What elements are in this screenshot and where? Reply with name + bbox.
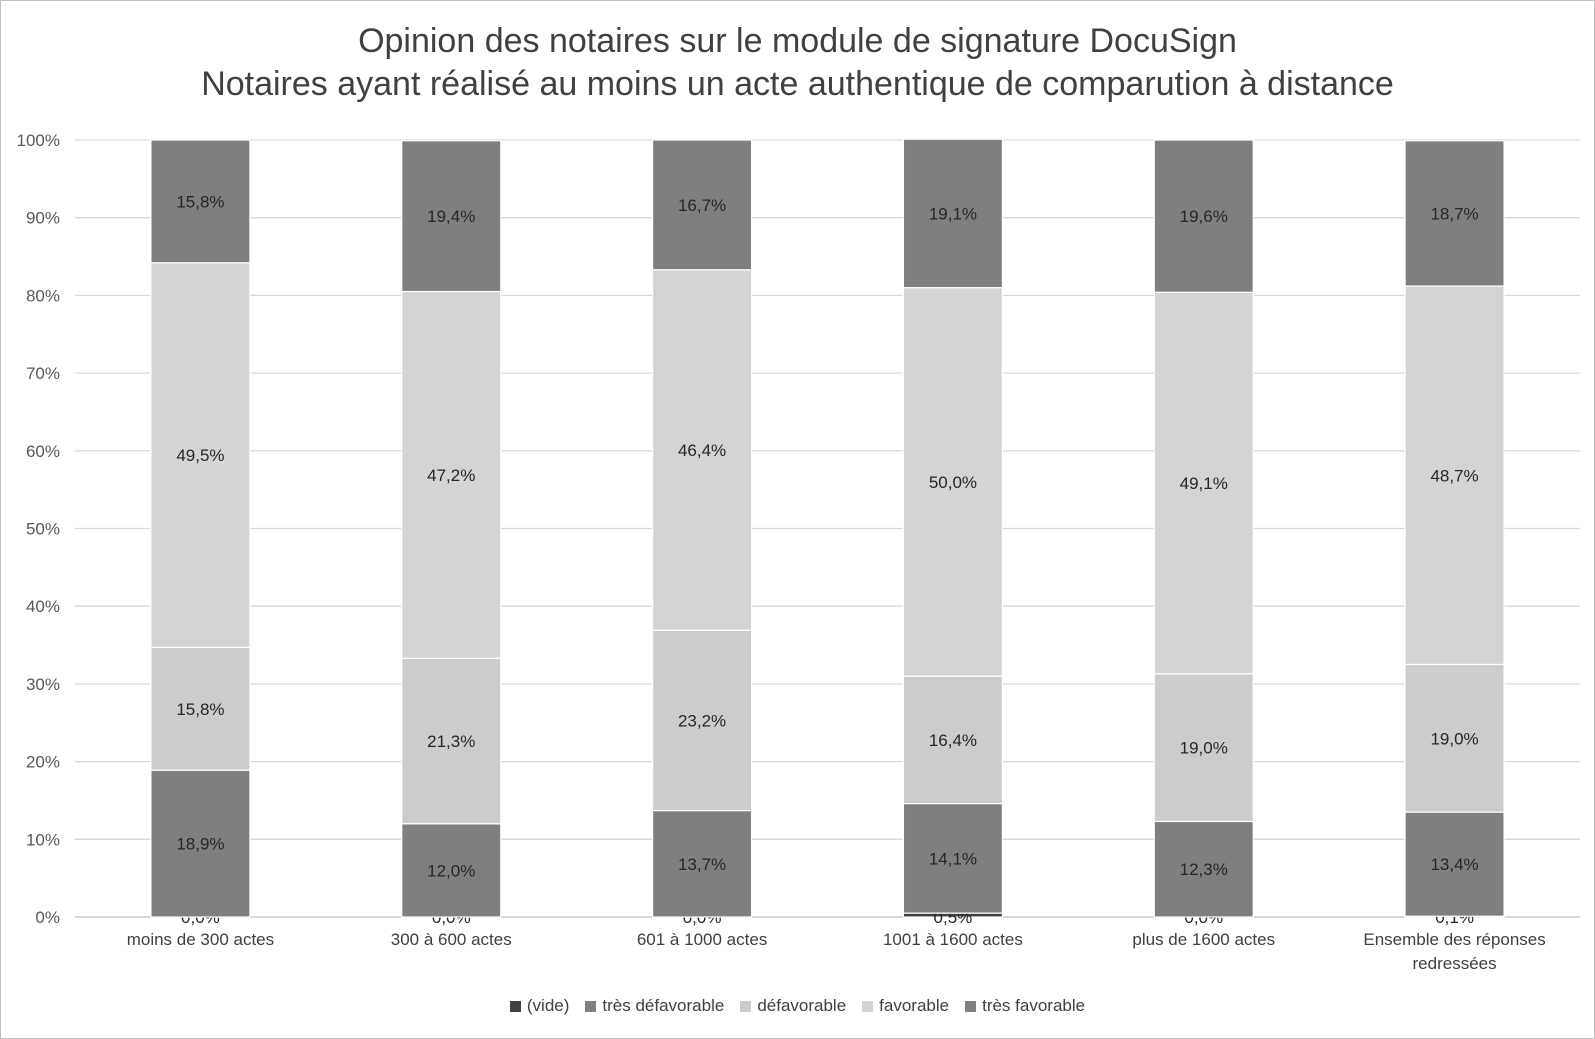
y-tick-label: 60% — [26, 442, 60, 461]
y-tick-label: 30% — [26, 675, 60, 694]
data-label: 19,4% — [427, 207, 475, 226]
x-category-label: 300 à 600 actes — [391, 930, 512, 949]
bar-segment — [651, 139, 753, 271]
bar-segment — [1404, 140, 1505, 287]
data-label: 13,4% — [1430, 855, 1478, 874]
y-tick-label: 70% — [26, 364, 60, 383]
legend-item: favorable — [862, 996, 949, 1016]
x-category-label: plus de 1600 actes — [1132, 930, 1275, 949]
y-tick-label: 20% — [26, 753, 60, 772]
bar-segment — [1153, 673, 1254, 823]
legend-swatch — [585, 1000, 597, 1012]
bar-segment — [150, 646, 251, 771]
data-label: 19,6% — [1180, 207, 1228, 226]
y-tick-label: 0% — [35, 908, 60, 927]
data-label: 18,9% — [176, 835, 224, 854]
data-label: 46,4% — [678, 441, 726, 460]
chart-subtitle: Notaires ayant réalisé au moins un acte … — [201, 65, 1394, 103]
bar-segment — [651, 809, 753, 918]
data-label: 50,0% — [929, 473, 977, 492]
y-tick-label: 50% — [26, 520, 60, 539]
data-label: 14,1% — [929, 849, 977, 868]
bar-segment — [401, 657, 502, 825]
bar-segment — [1153, 139, 1254, 293]
bar-segment — [150, 262, 251, 648]
data-label: 48,7% — [1430, 466, 1478, 485]
data-label: 19,0% — [1430, 729, 1478, 748]
bar-segment — [1404, 663, 1505, 813]
y-tick-label: 10% — [26, 830, 60, 849]
legend-label: défavorable — [757, 996, 847, 1015]
bar-segment — [150, 769, 251, 918]
bar-segment — [902, 675, 1004, 805]
data-label: 19,0% — [1180, 739, 1228, 758]
data-label: 13,7% — [678, 855, 726, 874]
data-label: 49,5% — [176, 446, 224, 465]
y-tick-label: 40% — [26, 597, 60, 616]
data-label: 19,1% — [929, 204, 977, 223]
data-label: 12,0% — [427, 861, 475, 880]
x-category-label: Ensemble des réponses — [1363, 930, 1545, 949]
bar-segment — [1404, 285, 1505, 666]
chart-title-block: Opinion des notaires sur le module de si… — [0, 20, 1595, 106]
bar-segment — [1404, 811, 1505, 917]
y-tick-label: 100% — [17, 131, 60, 150]
data-label: 15,8% — [176, 192, 224, 211]
data-label: 21,3% — [427, 732, 475, 751]
bar-segment — [902, 802, 1004, 914]
legend-item: (vide) — [509, 996, 570, 1016]
legend-label: très favorable — [982, 996, 1086, 1015]
x-category-label: 1001 à 1600 actes — [883, 930, 1023, 949]
legend-item: très défavorable — [585, 996, 724, 1016]
bar-segment — [401, 140, 502, 293]
x-category-label: moins de 300 actes — [127, 930, 274, 949]
chart-title: Opinion des notaires sur le module de si… — [358, 22, 1237, 60]
data-label: 47,2% — [427, 466, 475, 485]
data-label: 12,3% — [1180, 860, 1228, 879]
bar-segment — [401, 290, 502, 659]
y-tick-label: 90% — [26, 209, 60, 228]
data-label: 18,7% — [1430, 204, 1478, 223]
chart-legend: (vide) très défavorable défavorable favorab… — [0, 996, 1595, 1017]
bar-segment — [1153, 291, 1254, 675]
bar-segment — [902, 287, 1004, 677]
data-label: 16,7% — [678, 196, 726, 215]
legend-swatch — [862, 1000, 874, 1012]
legend-swatch — [509, 1000, 521, 1012]
x-category-label: redressées — [1413, 954, 1497, 973]
bar-segment — [651, 269, 753, 631]
legend-item: défavorable — [740, 996, 846, 1016]
legend-swatch — [740, 1000, 752, 1012]
data-label: 49,1% — [1180, 474, 1228, 493]
y-tick-label: 80% — [26, 286, 60, 305]
x-category-label: 601 à 1000 actes — [637, 930, 767, 949]
legend-label: (vide) — [526, 996, 570, 1015]
legend-swatch — [965, 1000, 977, 1012]
data-label: 16,4% — [929, 731, 977, 750]
legend-label: très défavorable — [602, 996, 725, 1015]
legend-label: favorable — [879, 996, 950, 1015]
bar-segment — [651, 629, 753, 812]
legend-item: très favorable — [965, 996, 1085, 1016]
bar-segment — [150, 139, 251, 264]
bar-segment — [902, 138, 1004, 289]
data-label: 23,2% — [678, 711, 726, 730]
data-label: 15,8% — [176, 700, 224, 719]
